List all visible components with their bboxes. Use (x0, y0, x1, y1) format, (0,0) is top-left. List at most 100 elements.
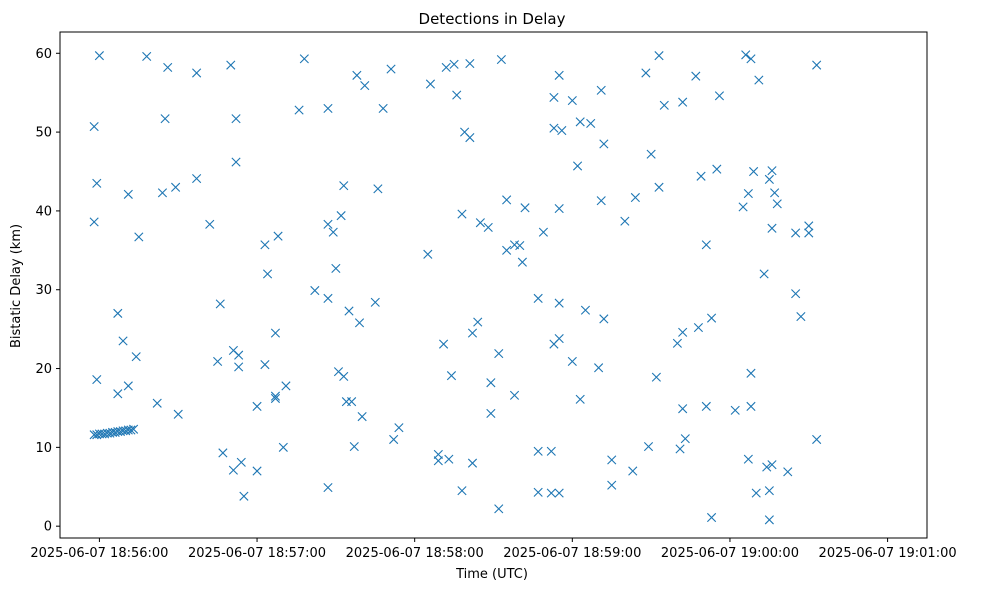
data-point-88 (423, 249, 433, 259)
data-point-79 (354, 318, 365, 328)
data-point-162 (678, 327, 688, 337)
data-point-169 (701, 401, 711, 411)
data-point-123 (538, 227, 549, 237)
data-point-64 (323, 103, 333, 114)
data-point-148 (607, 480, 617, 490)
data-point-14 (126, 425, 136, 435)
x-axis-ticks: 2025-06-07 18:56:00 2025-06-07 18:57:00 20… (30, 538, 957, 561)
data-point-176 (741, 50, 751, 60)
data-point-57 (270, 328, 281, 338)
data-point-38 (213, 356, 223, 367)
data-point-146 (599, 314, 609, 324)
data-point-62 (299, 54, 309, 64)
data-point-185 (759, 269, 769, 279)
data-point-71 (336, 211, 346, 221)
y-tick-label-4: 40 (35, 204, 52, 219)
data-point-171 (706, 512, 717, 523)
data-point-124 (546, 446, 556, 456)
data-point-18 (92, 374, 102, 385)
data-point-116 (509, 390, 520, 400)
data-point-68 (328, 227, 338, 237)
data-point-52 (260, 240, 270, 250)
data-point-81 (360, 81, 370, 91)
data-point-132 (554, 334, 564, 344)
data-point-113 (502, 195, 512, 205)
data-point-119 (520, 203, 530, 213)
data-point-60 (281, 381, 291, 391)
data-point-102 (465, 58, 475, 69)
data-point-196 (791, 228, 801, 238)
data-point-192 (767, 460, 777, 470)
data-point-122 (533, 487, 543, 497)
y-axis-ticks: 0 10 20 30 40 50 60 (35, 47, 60, 535)
data-point-166 (693, 322, 704, 333)
data-point-156 (654, 51, 664, 61)
data-point-83 (373, 184, 383, 194)
data-point-32 (163, 62, 173, 73)
data-point-47 (234, 362, 244, 372)
data-point-157 (654, 182, 664, 192)
data-point-143 (596, 85, 606, 95)
data-point-31 (160, 114, 170, 124)
data-point-167 (696, 171, 706, 181)
data-point-36 (192, 174, 202, 184)
data-point-73 (339, 371, 349, 382)
data-point-61 (294, 105, 304, 115)
data-point-25 (123, 381, 133, 391)
data-point-174 (730, 405, 740, 415)
data-point-189 (764, 515, 774, 525)
data-point-44 (231, 114, 241, 124)
data-point-177 (743, 188, 753, 199)
data-point-186 (762, 462, 772, 472)
data-point-21 (113, 308, 123, 318)
x-tick-label-0: 2025-06-07 18:56:00 (30, 546, 168, 561)
y-tick-label-5: 50 (35, 126, 52, 141)
data-point-114 (502, 245, 512, 255)
data-point-187 (764, 174, 774, 184)
data-point-78 (352, 70, 362, 80)
data-point-54 (262, 269, 273, 279)
data-point-37 (205, 219, 215, 229)
data-point-63 (310, 285, 320, 296)
data-point-153 (643, 441, 654, 452)
data-point-173 (714, 91, 725, 101)
data-points (89, 50, 822, 525)
data-point-142 (594, 363, 604, 373)
data-point-110 (494, 348, 504, 359)
data-point-35 (192, 68, 202, 78)
data-point-159 (672, 338, 682, 348)
data-point-165 (691, 71, 701, 81)
data-point-199 (804, 221, 814, 231)
data-point-133 (554, 488, 564, 498)
data-point-43 (228, 465, 238, 475)
data-point-191 (767, 223, 777, 233)
x-tick-label-5: 2025-06-07 19:01:00 (819, 546, 957, 561)
data-point-198 (796, 311, 806, 322)
data-point-69 (331, 263, 341, 274)
data-point-50 (252, 401, 262, 411)
data-point-135 (567, 95, 577, 106)
data-point-131 (554, 298, 564, 308)
data-point-26 (131, 352, 141, 362)
data-point-180 (746, 368, 756, 378)
y-tick-label-6: 60 (35, 47, 52, 62)
data-point-48 (236, 457, 246, 467)
data-point-168 (701, 240, 711, 250)
data-point-58 (273, 231, 283, 241)
data-point-82 (370, 297, 380, 307)
data-point-107 (483, 222, 493, 233)
data-point-129 (554, 70, 564, 80)
x-tick-label-1: 2025-06-07 18:57:00 (188, 546, 326, 561)
data-point-105 (473, 317, 483, 327)
data-point-155 (651, 372, 661, 382)
plot-area-frame (59, 31, 928, 539)
data-point-195 (783, 467, 793, 477)
data-point-111 (494, 504, 504, 514)
y-tick-label-1: 10 (35, 441, 52, 456)
data-point-101 (465, 133, 475, 143)
chart-title: Detections in Delay (419, 10, 566, 28)
data-point-46 (234, 350, 244, 360)
data-point-92 (438, 339, 449, 349)
data-point-24 (123, 189, 133, 199)
